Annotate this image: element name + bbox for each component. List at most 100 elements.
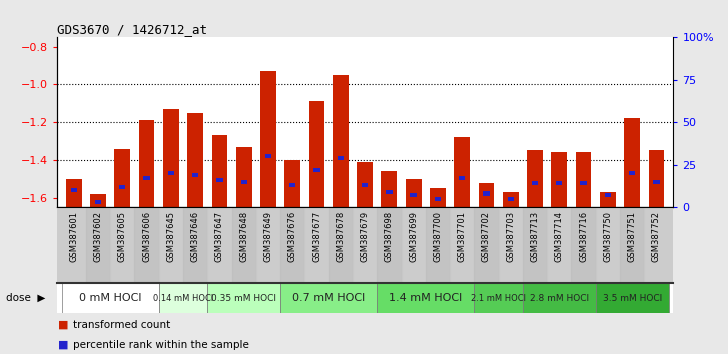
Bar bbox=[629, 171, 636, 175]
Bar bbox=[377, 283, 475, 313]
Text: 0.35 mM HOCl: 0.35 mM HOCl bbox=[211, 294, 276, 303]
Text: GSM387649: GSM387649 bbox=[264, 211, 272, 262]
Bar bbox=[435, 196, 441, 201]
Text: GSM387716: GSM387716 bbox=[579, 211, 588, 262]
Bar bbox=[86, 207, 110, 283]
Bar bbox=[309, 101, 325, 207]
Text: dose  ▶: dose ▶ bbox=[6, 293, 45, 303]
Bar bbox=[402, 207, 426, 283]
Bar bbox=[232, 207, 256, 283]
Bar bbox=[387, 190, 392, 194]
Bar bbox=[523, 283, 596, 313]
Text: GSM387701: GSM387701 bbox=[458, 211, 467, 262]
Bar bbox=[600, 192, 616, 207]
Bar bbox=[256, 207, 280, 283]
Bar bbox=[192, 173, 198, 177]
Bar bbox=[333, 75, 349, 207]
Text: 0.7 mM HOCl: 0.7 mM HOCl bbox=[292, 293, 365, 303]
Bar bbox=[503, 192, 518, 207]
Bar bbox=[280, 207, 304, 283]
Bar bbox=[66, 179, 82, 207]
Bar bbox=[95, 200, 101, 204]
Bar bbox=[426, 207, 450, 283]
Text: GSM387648: GSM387648 bbox=[240, 211, 248, 262]
Text: GSM387605: GSM387605 bbox=[118, 211, 127, 262]
Bar bbox=[620, 207, 644, 283]
Bar bbox=[381, 171, 397, 207]
Text: GSM387647: GSM387647 bbox=[215, 211, 224, 262]
Text: ■: ■ bbox=[58, 320, 68, 330]
Bar bbox=[338, 156, 344, 160]
Text: GSM387698: GSM387698 bbox=[385, 211, 394, 262]
Bar bbox=[289, 183, 296, 187]
Text: GSM387676: GSM387676 bbox=[288, 211, 297, 262]
Text: GSM387601: GSM387601 bbox=[69, 211, 79, 262]
Bar bbox=[411, 193, 417, 197]
Bar bbox=[62, 283, 159, 313]
Bar bbox=[362, 183, 368, 187]
Bar bbox=[90, 194, 106, 207]
Bar bbox=[119, 185, 125, 189]
Bar bbox=[207, 283, 280, 313]
Text: ■: ■ bbox=[58, 340, 68, 350]
Bar bbox=[475, 207, 499, 283]
Bar bbox=[527, 150, 543, 207]
Text: 0 mM HOCl: 0 mM HOCl bbox=[79, 293, 141, 303]
Text: GSM387713: GSM387713 bbox=[531, 211, 539, 262]
Bar bbox=[163, 109, 179, 207]
Bar bbox=[159, 283, 207, 313]
Bar bbox=[605, 193, 611, 197]
Bar bbox=[556, 181, 563, 185]
Text: GSM387751: GSM387751 bbox=[628, 211, 636, 262]
Bar bbox=[313, 168, 320, 172]
Bar bbox=[499, 207, 523, 283]
Bar bbox=[532, 181, 538, 185]
Text: GSM387677: GSM387677 bbox=[312, 211, 321, 262]
Bar bbox=[236, 147, 252, 207]
Bar bbox=[405, 179, 422, 207]
Bar bbox=[580, 181, 587, 185]
Bar bbox=[459, 176, 465, 180]
Text: 1.4 mM HOCl: 1.4 mM HOCl bbox=[389, 293, 462, 303]
Bar bbox=[187, 113, 203, 207]
Bar bbox=[265, 154, 271, 158]
Bar bbox=[454, 137, 470, 207]
Bar bbox=[523, 207, 547, 283]
Bar bbox=[114, 149, 130, 207]
Text: GSM387703: GSM387703 bbox=[506, 211, 515, 262]
Bar bbox=[207, 207, 232, 283]
Bar bbox=[478, 183, 494, 207]
Bar bbox=[139, 120, 154, 207]
Bar bbox=[507, 196, 514, 201]
Bar bbox=[653, 179, 660, 184]
Bar bbox=[353, 207, 377, 283]
Bar bbox=[143, 176, 150, 180]
Bar bbox=[357, 162, 373, 207]
Bar bbox=[240, 179, 247, 184]
Bar bbox=[624, 118, 640, 207]
Bar bbox=[377, 207, 402, 283]
Bar bbox=[596, 207, 620, 283]
Bar bbox=[304, 207, 328, 283]
Bar bbox=[596, 283, 668, 313]
Bar bbox=[167, 171, 174, 175]
Bar bbox=[110, 207, 135, 283]
Text: GSM387678: GSM387678 bbox=[336, 211, 345, 262]
Text: GSM387606: GSM387606 bbox=[142, 211, 151, 262]
Bar bbox=[212, 135, 227, 207]
Text: GSM387645: GSM387645 bbox=[167, 211, 175, 262]
Bar bbox=[551, 152, 567, 207]
Bar bbox=[159, 207, 183, 283]
Bar bbox=[62, 207, 86, 283]
Text: GSM387679: GSM387679 bbox=[360, 211, 370, 262]
Bar bbox=[450, 207, 475, 283]
Text: 0.14 mM HOCl: 0.14 mM HOCl bbox=[153, 294, 213, 303]
Text: GSM387752: GSM387752 bbox=[652, 211, 661, 262]
Text: GSM387646: GSM387646 bbox=[191, 211, 199, 262]
Text: GSM387750: GSM387750 bbox=[604, 211, 612, 262]
Bar bbox=[216, 178, 223, 182]
Text: GSM387700: GSM387700 bbox=[433, 211, 443, 262]
Text: GSM387702: GSM387702 bbox=[482, 211, 491, 262]
Text: GSM387699: GSM387699 bbox=[409, 211, 418, 262]
Bar bbox=[285, 160, 300, 207]
